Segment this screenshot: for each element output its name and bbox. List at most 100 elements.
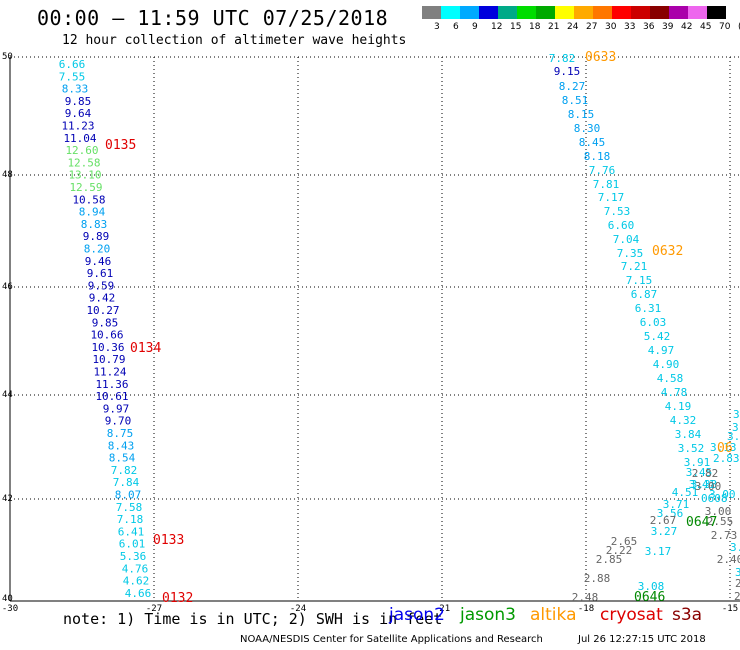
swh-value: 3.08: [638, 580, 665, 593]
pass-time-label: 0633: [585, 50, 616, 65]
colorbar-swatch: [479, 6, 498, 19]
swh-value: 8.51: [562, 94, 589, 107]
swh-value: 3.41: [689, 478, 716, 491]
swh-value: 7.81: [593, 178, 620, 191]
swh-value-edge: 3.02: [727, 430, 740, 443]
x-tick-label: -21: [434, 604, 450, 614]
colorbar-swatch: [422, 6, 441, 19]
swh-value: 9.85: [65, 95, 92, 108]
swh-value: 7.18: [117, 513, 144, 526]
satellite-legend-altika: altika: [530, 605, 577, 625]
swh-value: 9.61: [87, 267, 114, 280]
swh-value: 4.62: [123, 575, 150, 588]
swh-value: 7.58: [116, 501, 143, 514]
swh-value: 7.76: [589, 164, 616, 177]
y-tick-label: 50: [2, 52, 13, 62]
x-tick-label: -15: [722, 604, 738, 614]
swh-value: 8.94: [79, 206, 106, 219]
colorbar-swatch: [460, 6, 479, 19]
swh-value: 6.66: [59, 58, 86, 71]
satellite-legend-jason3: jason3: [460, 605, 516, 625]
x-tick-label: -24: [290, 604, 306, 614]
colorbar-label: 30: [605, 22, 617, 32]
swh-value-gray: 3.00: [695, 480, 722, 493]
swh-value-edge: 3.: [733, 408, 740, 421]
swh-value: 3.71: [663, 498, 690, 511]
y-tick-label: 46: [2, 282, 13, 292]
colorbar-swatch: [688, 6, 707, 19]
swh-value: 6.03: [640, 316, 667, 329]
colorbar-swatch: [650, 6, 669, 19]
swh-value-gray: 2.67: [650, 514, 677, 527]
y-tick-label: 42: [2, 494, 13, 504]
swh-value-gray: 2.65: [611, 535, 638, 548]
colorbar-swatch: [593, 6, 612, 19]
colorbar-swatch: [574, 6, 593, 19]
swh-value: 8.83: [81, 218, 108, 231]
swh-value: 6.87: [631, 288, 658, 301]
swh-value: 9.89: [83, 230, 110, 243]
colorbar-label: 21: [548, 22, 560, 32]
units-note: note: 1) Time is in UTC; 2) SWH is in fe…: [63, 610, 443, 628]
swh-value: 9.15: [554, 65, 581, 78]
colorbar-label: 3: [434, 22, 440, 32]
y-tick-label: 44: [2, 390, 13, 400]
swh-value: 7.55: [59, 70, 86, 83]
swh-value: 4.58: [657, 372, 684, 385]
swh-value: 12.59: [69, 181, 102, 194]
swh-value: 11.04: [63, 132, 96, 145]
pass-time-label: 06: [717, 441, 733, 456]
colorbar-label: 70: [719, 22, 731, 32]
colorbar-swatch: [517, 6, 536, 19]
swh-value: 3.17: [645, 545, 672, 558]
swh-value-gray: 2.40: [717, 553, 740, 566]
swh-value: 4.19: [665, 400, 692, 413]
swh-value: 6.41: [118, 525, 145, 538]
swh-value: 12.60: [65, 144, 98, 157]
pass-time-label: 0646: [634, 590, 665, 605]
swh-value: 8.27: [559, 80, 586, 93]
satellite-legend-cryosat: cryosat: [600, 605, 663, 625]
colorbar-label: 6: [453, 22, 459, 32]
colorbar-swatch: [498, 6, 517, 19]
swh-value: 11.36: [95, 378, 128, 391]
pass-time-label: 0134: [130, 341, 161, 356]
swh-value-gray: 2.22: [606, 544, 633, 557]
swh-value: 8.75: [107, 427, 134, 440]
swh-value: 8.54: [109, 452, 136, 465]
colorbar-label: 9: [472, 22, 478, 32]
swh-value: 6.60: [608, 219, 635, 232]
pass-time-label: 0133: [153, 533, 184, 548]
swh-value: 10.58: [72, 193, 105, 206]
colorbar-label: 15: [510, 22, 522, 32]
swh-value: 3.27: [651, 525, 678, 538]
x-tick-label: -27: [146, 604, 162, 614]
swh-value: 7.17: [598, 191, 625, 204]
colorbar-label: 33: [624, 22, 636, 32]
colorbar-label: 42: [681, 22, 693, 32]
generated-timestamp: Jul 26 12:27:15 UTC 2018: [578, 634, 706, 645]
colorbar-swatch: [441, 6, 460, 19]
pass-time-label: 0647: [686, 515, 717, 530]
swh-value: 4.76: [122, 562, 149, 575]
swh-value: 8.43: [108, 439, 135, 452]
swh-value: 7.35: [617, 247, 644, 260]
colorbar-label: 12: [491, 22, 503, 32]
swh-value-gray: 2.82: [692, 467, 719, 480]
colorbar-swatch: [612, 6, 631, 19]
swh-value: 10.61: [95, 390, 128, 403]
swh-value: 8.30: [574, 122, 601, 135]
swh-value: 4.32: [670, 414, 697, 427]
swh-value: 10.36: [91, 341, 124, 354]
colorbar-label: 45: [700, 22, 712, 32]
colorbar-label: 24: [567, 22, 579, 32]
swh-value-edge: 2.5: [734, 590, 740, 603]
colorbar-label: 36: [643, 22, 655, 32]
colorbar-label: 27: [586, 22, 598, 32]
satellite-legend-jason2: jason2: [389, 605, 445, 625]
swh-value: 10.66: [90, 329, 123, 342]
swh-value: 6.01: [119, 538, 146, 551]
swh-value: 3.52: [678, 442, 705, 455]
